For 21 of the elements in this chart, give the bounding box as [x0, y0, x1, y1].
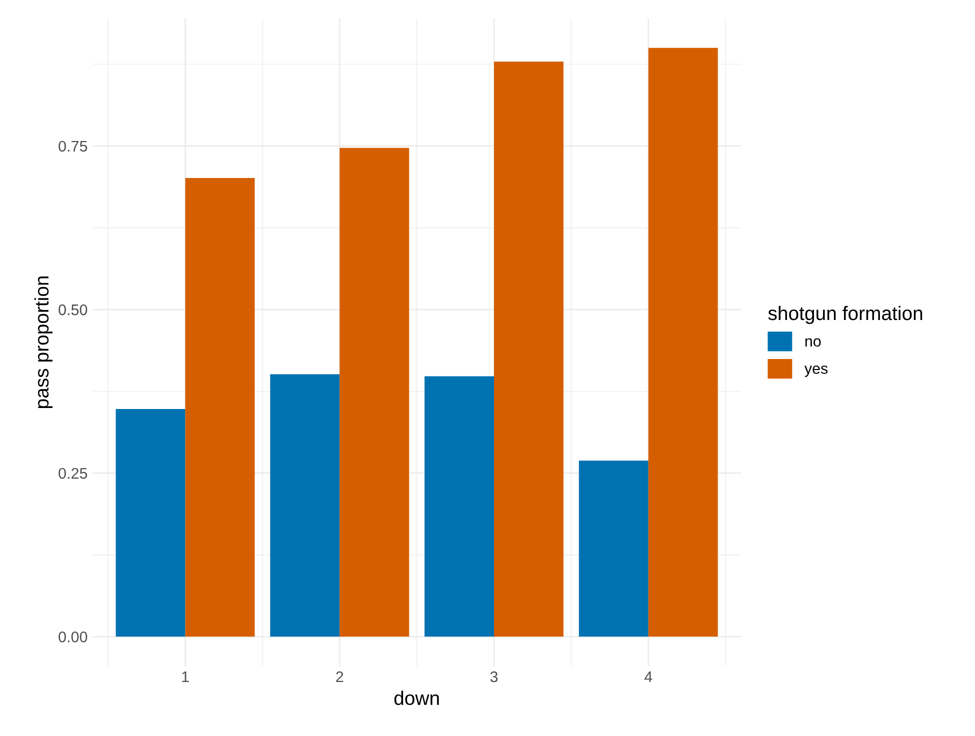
text: 0.00 [58, 632, 88, 642]
bar [185, 178, 255, 637]
bar [340, 148, 410, 637]
bar [648, 48, 718, 637]
legend-label: yes [804, 366, 828, 377]
bar [494, 62, 564, 637]
x-axis-title: down [394, 690, 439, 706]
y-tick-label: 0.50 [58, 304, 88, 316]
x-tick-label: 3 [490, 671, 498, 682]
y-axis-title: pass proportion [34, 276, 52, 408]
y-tick-label: 0.75 [58, 140, 88, 152]
bar [270, 374, 340, 637]
bar [424, 376, 494, 637]
y-tick-label: 0.25 [58, 468, 88, 479]
x-tick-label: 4 [644, 672, 652, 682]
bar [116, 408, 186, 637]
legend-label: no [805, 338, 821, 347]
x-tick-label: 2 [336, 671, 344, 682]
x-tick-label: 1 [182, 672, 189, 682]
bar [578, 460, 648, 637]
legend-title: shotgun formation [768, 306, 922, 324]
